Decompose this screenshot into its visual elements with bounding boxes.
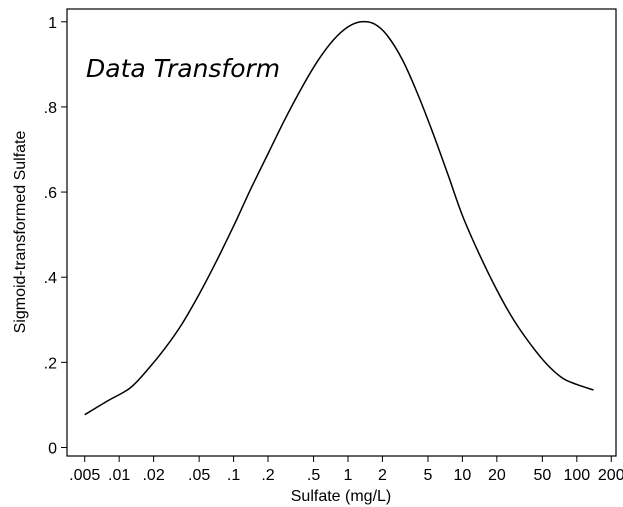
y-tick-label: 0 — [48, 440, 57, 457]
y-tick-label: 1 — [48, 15, 57, 32]
x-tick-label: 10 — [454, 467, 472, 484]
x-tick-label: 20 — [488, 467, 506, 484]
x-tick-label: .05 — [188, 467, 210, 484]
y-tick-label: .2 — [44, 355, 57, 372]
data-transform-annotation: Data Transform — [86, 54, 280, 83]
x-tick-label: .1 — [227, 467, 240, 484]
y-axis-title: Sigmoid-transformed Sulfate — [12, 131, 29, 334]
x-axis-title: Sulfate (mg/L) — [291, 488, 391, 505]
x-tick-label: .02 — [142, 467, 164, 484]
x-tick-label: 50 — [533, 467, 551, 484]
x-tick-label: .5 — [307, 467, 320, 484]
x-tick-label: .005 — [69, 467, 100, 484]
y-tick-label: .4 — [44, 270, 57, 287]
plot-frame — [66, 8, 617, 457]
x-tick-label: .2 — [261, 467, 274, 484]
x-tick-label: 100 — [563, 467, 590, 484]
x-tick-label: 2 — [378, 467, 387, 484]
series-line — [84, 20, 594, 416]
x-tick-label: .01 — [108, 467, 130, 484]
x-tick-label: 200 — [598, 467, 623, 484]
x-axis: .005 .01 .02 .05 .1 .2 .5 1 2 5 10 20 50 100 200 — [69, 456, 623, 484]
y-tick-label: .6 — [44, 185, 57, 202]
x-tick-label: 1 — [344, 467, 353, 484]
x-tick-label: 5 — [424, 467, 433, 484]
y-axis: 0 .2 .4 .6 .8 1 — [44, 15, 67, 457]
y-tick-label: .8 — [44, 100, 57, 117]
